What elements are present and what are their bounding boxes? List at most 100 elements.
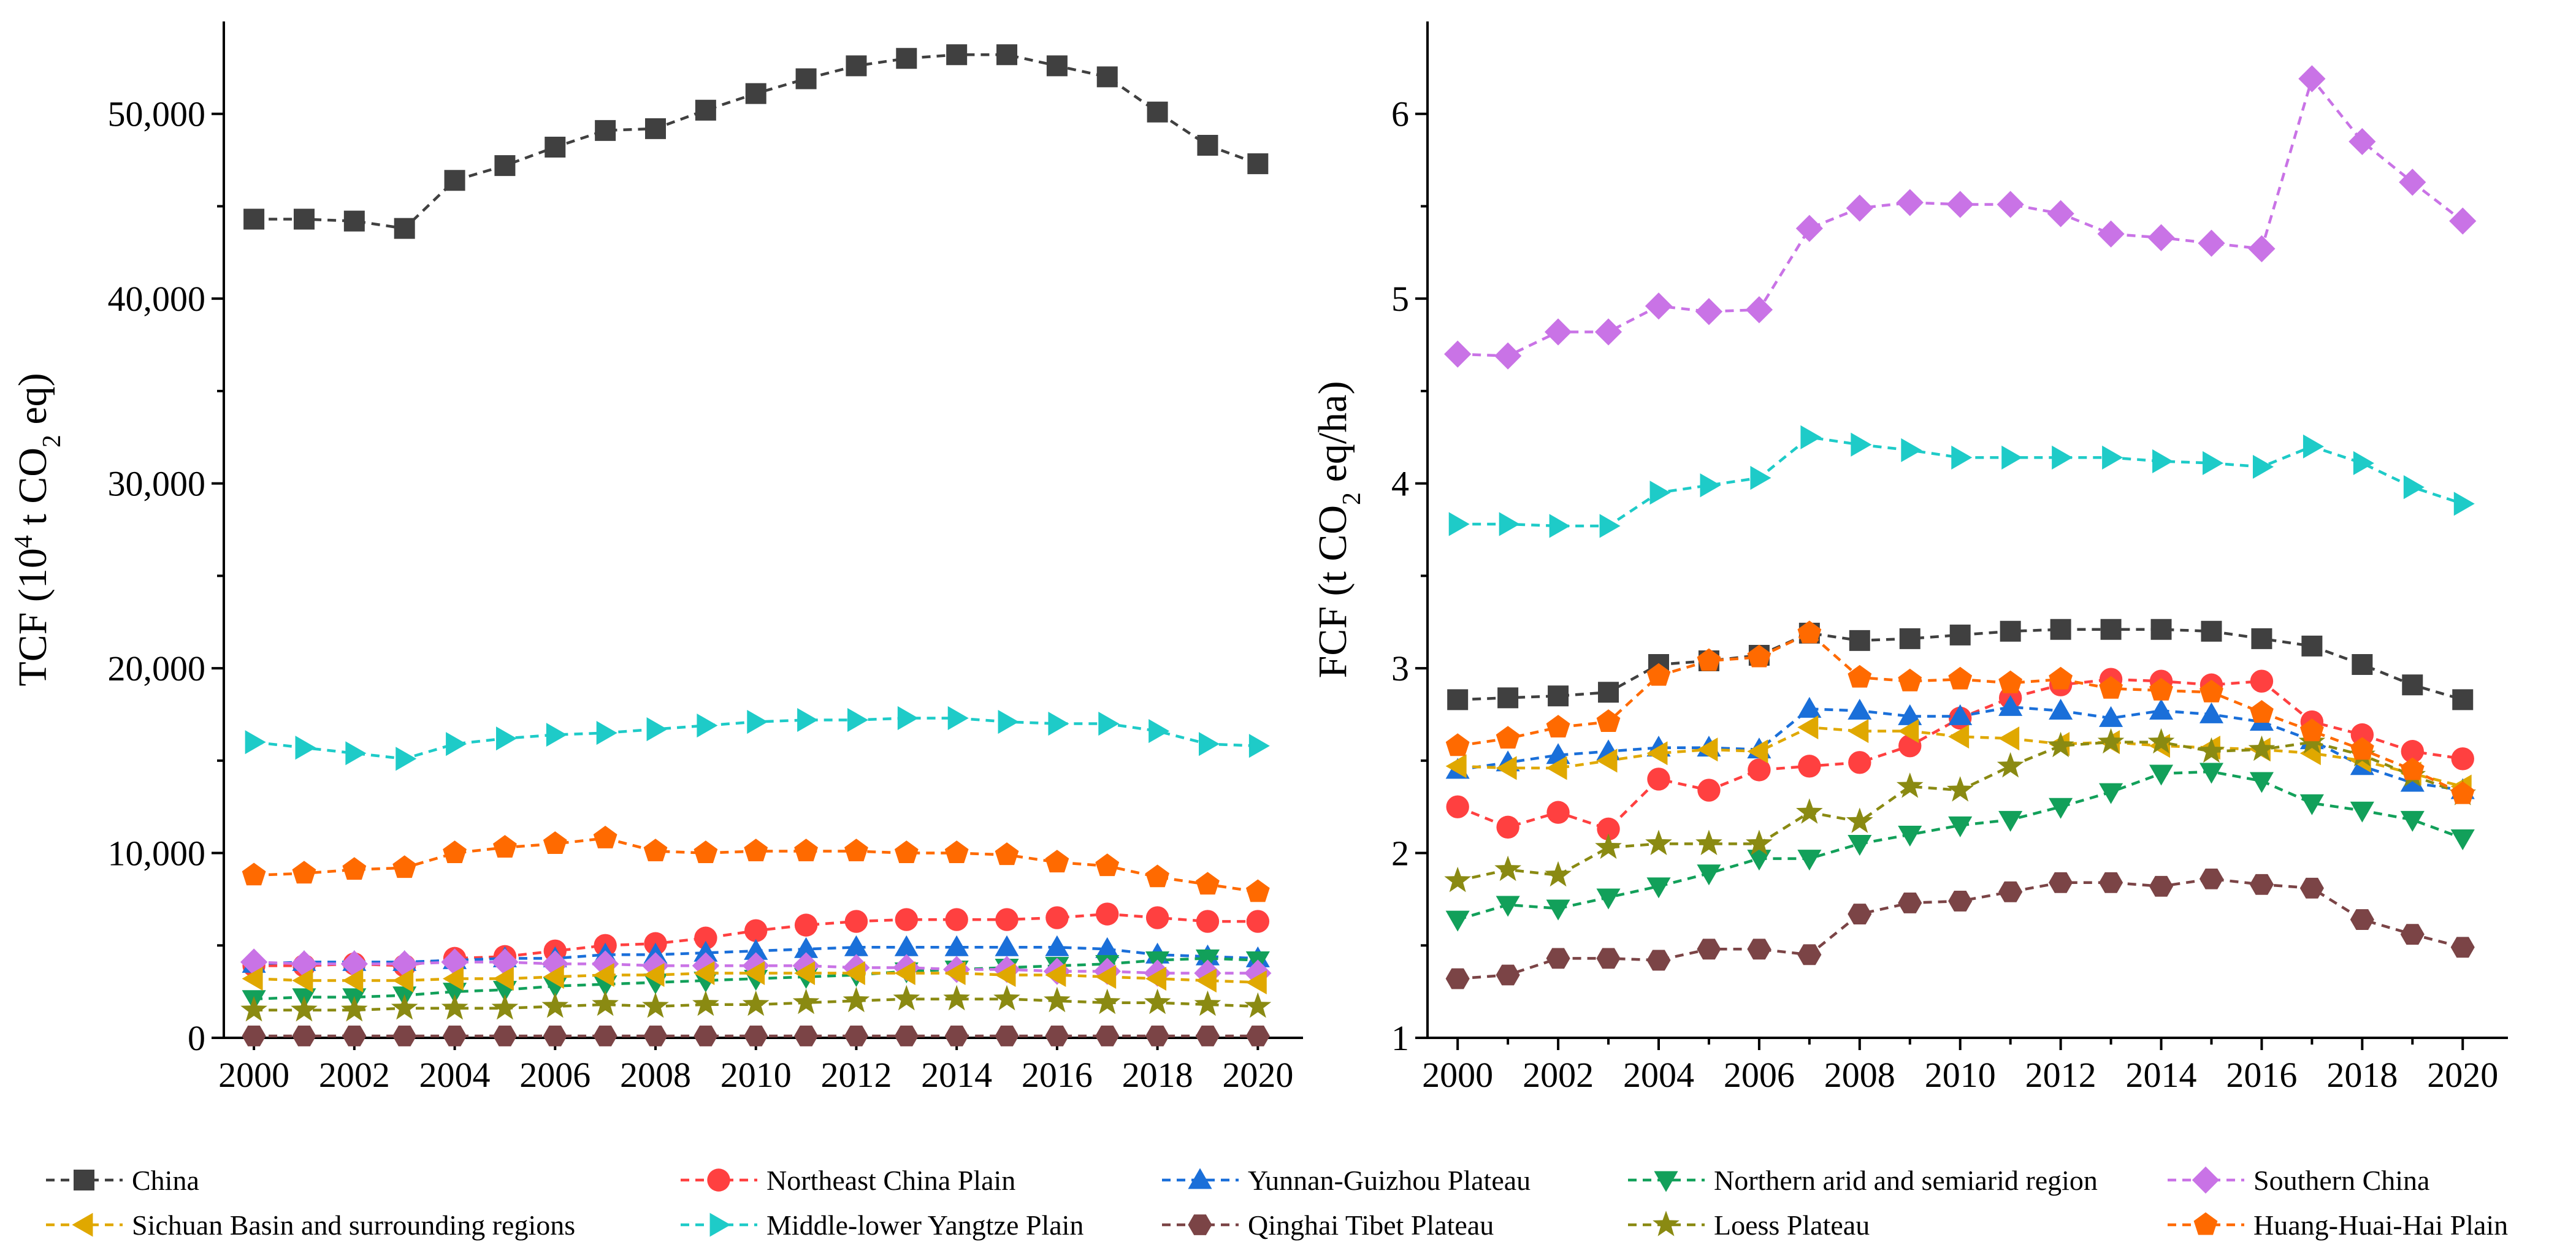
data-point-china bbox=[645, 118, 666, 139]
legend-label: Loess Plateau bbox=[1714, 1209, 1870, 1241]
data-point-qinghai bbox=[2450, 937, 2475, 958]
data-point-huang bbox=[1095, 853, 1120, 877]
data-point-loess bbox=[1796, 798, 1823, 824]
y-axis-title-part: eq) bbox=[10, 373, 55, 435]
data-point-qinghai bbox=[1245, 1026, 1270, 1046]
data-point-sichuan bbox=[995, 962, 1016, 988]
data-point-yangtze bbox=[2353, 451, 2374, 476]
data-point-northern bbox=[2450, 829, 2475, 850]
data-point-yangtze bbox=[245, 730, 266, 755]
data-point-yunnan bbox=[2049, 698, 2073, 720]
series-loess bbox=[240, 984, 1272, 1022]
data-point-northeast bbox=[1246, 910, 1270, 933]
data-point-yunnan bbox=[2199, 702, 2224, 723]
data-point-yangtze bbox=[1199, 732, 1220, 756]
data-point-huang bbox=[1496, 726, 1520, 749]
data-point-huang bbox=[1848, 665, 1872, 688]
data-point-northeast bbox=[1196, 910, 1220, 933]
legend-item-yunnan: Yunnan-Guizhou Plateau bbox=[1162, 1165, 1531, 1196]
data-point-huang bbox=[493, 835, 517, 858]
y-tick-label: 10,000 bbox=[108, 834, 206, 874]
data-point-qinghai bbox=[944, 1026, 969, 1046]
y-axis-title-part: 4 bbox=[10, 535, 38, 548]
data-point-yangtze bbox=[546, 723, 567, 747]
data-point-huang bbox=[1998, 670, 2023, 693]
series-huang bbox=[1445, 620, 2475, 804]
data-point-northern bbox=[1646, 877, 1671, 899]
data-point-sichuan bbox=[543, 964, 564, 989]
data-point-huang bbox=[844, 839, 868, 862]
data-point-northern bbox=[2350, 801, 2374, 823]
data-point-yangtze bbox=[1800, 425, 1822, 449]
x-tick-label: 2000 bbox=[1422, 1055, 1493, 1095]
data-point-china bbox=[1197, 134, 1218, 156]
data-point-sichuan bbox=[1546, 756, 1567, 780]
data-point-northeast bbox=[1748, 758, 1771, 782]
data-point-china bbox=[2301, 635, 2323, 657]
data-point-northeast bbox=[744, 919, 768, 942]
legend: China Northeast China Plain Yunnan-Guizhou… bbox=[46, 1165, 2508, 1241]
data-point-yunnan bbox=[844, 935, 868, 956]
data-point-huang bbox=[1445, 733, 1470, 756]
data-point-yangtze bbox=[1951, 445, 1973, 470]
series-yangtze bbox=[1448, 425, 2475, 538]
data-point-china bbox=[1598, 682, 1619, 703]
legend-marker-qinghai bbox=[1188, 1214, 1212, 1235]
legend-marker-yangtze bbox=[709, 1213, 731, 1237]
data-point-yangtze bbox=[596, 721, 617, 745]
y-tick-label: 0 bbox=[188, 1018, 205, 1058]
data-point-yangtze bbox=[2403, 475, 2425, 500]
data-point-loess bbox=[1896, 772, 1924, 798]
data-point-qinghai bbox=[1045, 1026, 1069, 1046]
data-point-southern bbox=[2248, 235, 2276, 262]
data-point-china bbox=[2402, 674, 2423, 696]
data-point-china bbox=[545, 136, 566, 158]
data-point-loess bbox=[1595, 833, 1622, 859]
data-point-huang bbox=[2099, 676, 2123, 699]
legend-label: Sichuan Basin and surrounding regions bbox=[132, 1209, 575, 1241]
data-point-yangtze bbox=[2252, 454, 2274, 479]
data-point-huang bbox=[443, 840, 467, 864]
data-point-qinghai bbox=[995, 1026, 1019, 1046]
x-tick-label: 2004 bbox=[419, 1055, 491, 1095]
data-point-china bbox=[293, 208, 315, 230]
data-point-sichuan bbox=[794, 961, 816, 986]
data-point-loess bbox=[843, 986, 870, 1013]
data-point-qinghai bbox=[1747, 939, 1771, 960]
data-point-southern bbox=[1997, 191, 2024, 218]
data-point-huang bbox=[995, 842, 1019, 866]
x-tick-label: 2014 bbox=[2126, 1055, 2197, 1095]
data-point-yangtze bbox=[747, 709, 768, 734]
data-point-loess bbox=[1645, 829, 1672, 856]
legend-label: Middle-lower Yangtze Plain bbox=[766, 1209, 1084, 1241]
y-axis-title-part: 2 bbox=[1338, 492, 1366, 505]
legend-label: Southern China bbox=[2253, 1165, 2429, 1196]
x-tick-label: 2002 bbox=[1523, 1055, 1594, 1095]
legend-item-huang: Huang-Huai-Hai Plain bbox=[2168, 1209, 2508, 1241]
data-point-southern bbox=[2449, 207, 2477, 235]
data-point-loess bbox=[1194, 990, 1221, 1016]
data-point-china bbox=[2050, 619, 2071, 640]
data-point-northern bbox=[1747, 850, 1771, 871]
data-point-loess bbox=[742, 990, 770, 1016]
legend-item-qinghai: Qinghai Tibet Plateau bbox=[1162, 1209, 1494, 1241]
data-point-loess bbox=[792, 988, 820, 1015]
data-point-northern bbox=[1697, 864, 1721, 886]
data-point-china bbox=[996, 44, 1018, 66]
data-point-loess bbox=[1444, 866, 1471, 893]
data-point-loess bbox=[541, 992, 569, 1018]
x-tick-label: 2018 bbox=[2326, 1055, 2398, 1095]
data-point-china bbox=[946, 44, 968, 66]
data-point-yunnan bbox=[995, 935, 1019, 956]
data-point-northeast bbox=[1697, 779, 1721, 802]
data-point-yangtze bbox=[2303, 434, 2324, 459]
data-point-qinghai bbox=[1697, 939, 1721, 960]
data-point-southern bbox=[2198, 229, 2225, 257]
data-point-qinghai bbox=[894, 1026, 919, 1046]
data-point-china bbox=[745, 83, 766, 104]
data-point-yangtze bbox=[1599, 514, 1621, 538]
data-point-loess bbox=[1846, 807, 1873, 833]
data-point-northeast bbox=[1546, 801, 1570, 824]
data-point-loess bbox=[1545, 861, 1572, 887]
data-point-china bbox=[896, 48, 917, 69]
